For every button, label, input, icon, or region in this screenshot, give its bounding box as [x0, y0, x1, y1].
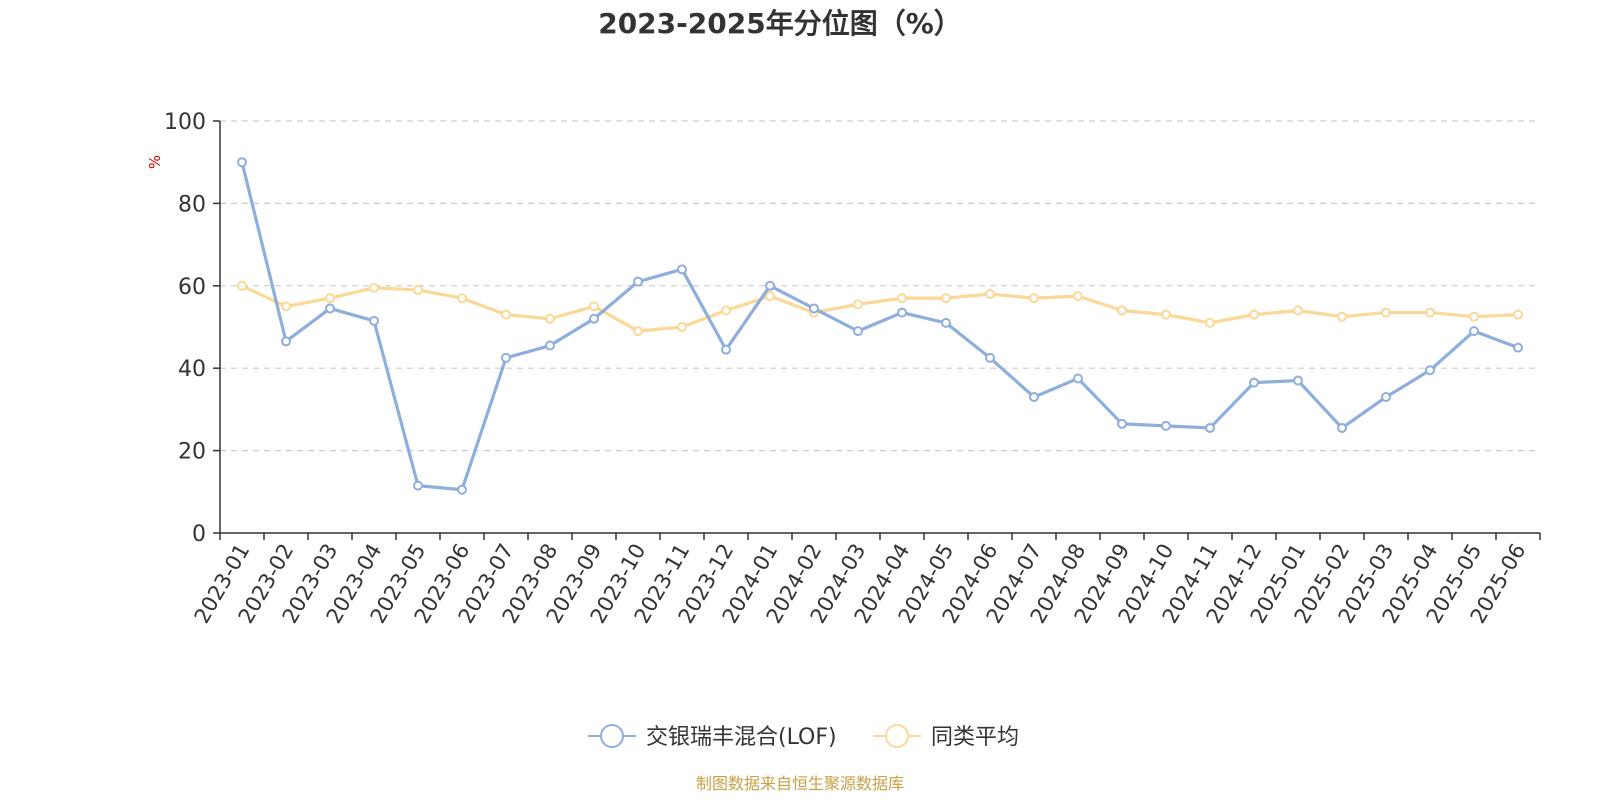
data-point[interactable]: [1073, 291, 1083, 302]
data-point[interactable]: [721, 305, 731, 316]
data-point[interactable]: [413, 284, 423, 295]
grid-lines: [220, 120, 1540, 452]
y-tick-label: 40: [178, 357, 206, 382]
data-point[interactable]: [853, 299, 863, 310]
legend-label[interactable]: 同类平均: [931, 725, 1019, 750]
legend-label[interactable]: 交银瑞丰混合(LOF): [646, 725, 837, 750]
data-point[interactable]: [1293, 375, 1303, 386]
data-point[interactable]: [897, 307, 907, 318]
data-point[interactable]: [677, 322, 687, 332]
data-point[interactable]: [1029, 293, 1039, 304]
data-point[interactable]: [853, 326, 863, 337]
data-point[interactable]: [985, 352, 995, 363]
data-point[interactable]: [1205, 422, 1215, 433]
data-point[interactable]: [1337, 311, 1347, 322]
data-point[interactable]: [633, 276, 643, 287]
series-group: [237, 157, 1523, 495]
data-point[interactable]: [413, 480, 423, 491]
data-point[interactable]: [1117, 305, 1127, 316]
data-point[interactable]: [809, 303, 819, 314]
data-point[interactable]: [941, 293, 951, 304]
axes: [219, 121, 1540, 534]
data-point[interactable]: [1029, 392, 1039, 403]
data-point[interactable]: [721, 344, 731, 355]
data-point[interactable]: [457, 484, 467, 495]
data-point[interactable]: [325, 293, 335, 304]
source-note: 制图数据来自恒生聚源数据库: [696, 774, 904, 793]
data-point[interactable]: [765, 291, 775, 302]
data-point[interactable]: [1469, 326, 1479, 337]
y-tick-label: 100: [164, 110, 206, 135]
data-point[interactable]: [369, 315, 379, 326]
y-tick-label: 20: [178, 440, 206, 465]
data-point[interactable]: [1425, 307, 1435, 318]
data-point[interactable]: [281, 301, 291, 312]
data-point[interactable]: [589, 301, 599, 312]
data-point[interactable]: [281, 336, 291, 347]
legend-swatch-marker[interactable]: [885, 724, 909, 748]
data-point[interactable]: [765, 280, 775, 291]
chart-title: 2023-2025年分位图（%）: [598, 7, 962, 40]
data-point[interactable]: [501, 352, 511, 363]
data-point[interactable]: [1161, 309, 1171, 320]
data-point[interactable]: [369, 282, 379, 293]
data-point[interactable]: [457, 293, 467, 304]
data-point[interactable]: [501, 309, 511, 320]
data-point[interactable]: [545, 340, 555, 351]
series-line: [240, 161, 1519, 492]
series-line: [241, 284, 1519, 333]
data-point[interactable]: [1205, 317, 1215, 328]
data-point[interactable]: [1381, 392, 1391, 403]
data-point[interactable]: [1381, 307, 1391, 318]
data-point[interactable]: [1293, 305, 1303, 316]
data-point[interactable]: [1337, 422, 1347, 433]
y-tick-label: 60: [178, 275, 206, 300]
data-point[interactable]: [985, 289, 995, 300]
data-point[interactable]: [897, 293, 907, 304]
y-tick-label: 0: [192, 522, 206, 547]
data-point[interactable]: [237, 280, 247, 291]
data-point[interactable]: [1469, 311, 1479, 322]
data-point[interactable]: [1117, 418, 1127, 429]
data-point[interactable]: [1161, 420, 1171, 431]
data-point[interactable]: [325, 303, 335, 314]
y-axis-unit: %: [146, 155, 164, 169]
data-point[interactable]: [237, 157, 247, 168]
data-point[interactable]: [1425, 365, 1435, 376]
data-point[interactable]: [633, 326, 643, 337]
x-axis-ticks: 2023-012023-022023-032023-042023-052023-…: [190, 533, 1541, 627]
data-point[interactable]: [1073, 373, 1083, 384]
data-point[interactable]: [545, 313, 555, 324]
legend: 交银瑞丰混合(LOF) 同类平均: [588, 724, 1019, 750]
data-point[interactable]: [677, 264, 687, 275]
y-axis-ticks: 0 20 40 60 80 100: [164, 110, 220, 547]
data-point[interactable]: [1249, 309, 1259, 320]
data-point[interactable]: [941, 317, 951, 328]
data-point[interactable]: [1249, 377, 1259, 388]
legend-swatch-marker[interactable]: [600, 724, 624, 748]
data-point[interactable]: [589, 313, 599, 324]
data-point[interactable]: [1513, 309, 1523, 320]
data-point[interactable]: [1513, 342, 1523, 353]
y-tick-label: 80: [178, 192, 206, 217]
